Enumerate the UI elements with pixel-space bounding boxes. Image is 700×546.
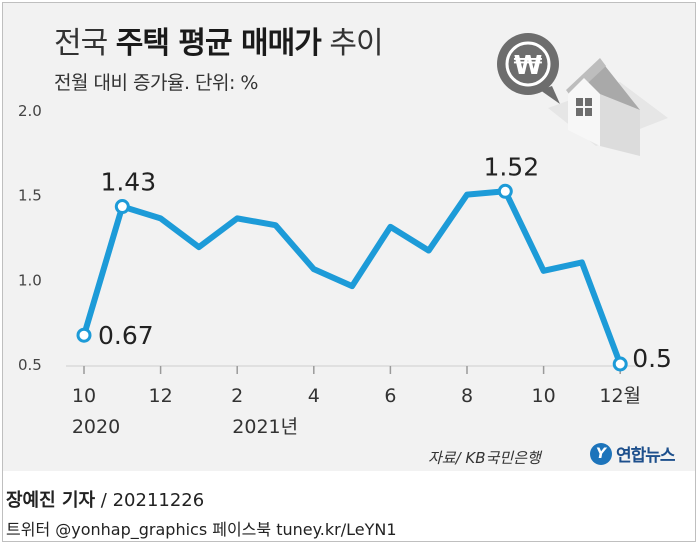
- x-tick-label: 6: [384, 385, 396, 407]
- data-label: 0.5: [632, 344, 672, 373]
- data-label: 0.67: [98, 321, 154, 350]
- chart-subtitle: 전월 대비 증가율. 단위: %: [54, 72, 258, 94]
- source-note: 자료/ KB국민은행: [428, 449, 541, 467]
- yonhap-logo-icon: Y: [590, 442, 612, 465]
- reporter-name: 장예진 기자: [6, 490, 96, 511]
- yonhap-logo-text: 연합뉴스: [616, 446, 676, 466]
- publish-date: / 20211226: [95, 490, 205, 511]
- won-speech-bubble-icon: ₩: [497, 33, 560, 104]
- x-tick-label: 12월: [599, 385, 641, 407]
- yonhap-logo: Y 연합뉴스: [590, 441, 676, 466]
- x-tick-label: 10: [532, 385, 556, 407]
- y-tick-label: 0.5: [18, 356, 42, 374]
- data-point-marker: [76, 327, 92, 343]
- social-links: 트위터 @yonhap_graphics 페이스북 tuney.kr/LeYN1: [6, 520, 397, 539]
- data-point-marker: [114, 199, 130, 215]
- data-label: 1.52: [483, 152, 539, 181]
- x-tick-label: 2: [231, 385, 243, 407]
- chart-title: 전국 주택 평균 매매가 추이: [54, 26, 384, 61]
- y-tick-label: 2.0: [18, 102, 42, 120]
- x-tick-label: 12: [149, 385, 173, 407]
- x-year-label: 2020: [72, 416, 120, 438]
- house-icon: [548, 58, 668, 156]
- data-label: 1.43: [100, 168, 156, 197]
- data-point-marker: [497, 183, 513, 199]
- y-tick-label: 1.5: [18, 187, 42, 205]
- reporter-credit: 장예진 기자 / 20211226: [6, 486, 204, 512]
- y-tick-label: 1.0: [18, 271, 42, 289]
- series-line: [81, 188, 624, 367]
- data-point-marker: [612, 356, 628, 372]
- x-tick-label: 8: [461, 385, 473, 407]
- x-tick-label: 4: [308, 385, 320, 407]
- won-symbol: ₩: [514, 51, 543, 81]
- x-year-label: 2021년: [232, 416, 298, 438]
- x-tick-label: 10: [72, 385, 96, 407]
